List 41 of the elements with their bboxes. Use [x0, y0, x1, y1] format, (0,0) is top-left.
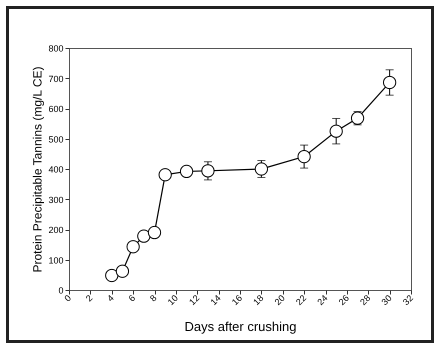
- y-tick-label: 100: [48, 255, 64, 266]
- point: [350, 112, 364, 125]
- x-tick-label: 32: [400, 292, 416, 308]
- y-tick-label: 300: [48, 194, 64, 205]
- x-tick-label: 2: [84, 292, 94, 304]
- x-tick-label: 0: [62, 292, 74, 304]
- point: [383, 76, 396, 90]
- point: [330, 124, 343, 138]
- point: [201, 164, 215, 178]
- x-tick-label: 8: [148, 292, 159, 304]
- x-axis-title: Days after crushing: [184, 319, 296, 334]
- point: [158, 168, 172, 182]
- x-tick-label: 28: [358, 292, 372, 308]
- point: [105, 268, 118, 282]
- point: [180, 164, 194, 178]
- y-tick-label: 200: [48, 225, 64, 235]
- x-tick-label: 20: [272, 292, 287, 308]
- x-tick-label: 14: [208, 292, 223, 308]
- point: [116, 264, 130, 278]
- x-tick-label: 12: [187, 292, 202, 308]
- y-tick-label: 500: [48, 134, 64, 144]
- y-tick-label: 700: [48, 74, 64, 84]
- point: [148, 226, 162, 240]
- x-tick-label: 10: [166, 292, 180, 308]
- y-tick-label: 0: [58, 286, 64, 296]
- y-tick-label: 600: [48, 104, 64, 114]
- point: [137, 230, 150, 243]
- y-axis-title: Protein Precipitable Tannins (mg/L CE): [30, 66, 44, 273]
- x-tick-label: 26: [336, 292, 351, 308]
- x-tick-label: 4: [105, 292, 116, 304]
- y-tick-label: 800: [48, 44, 64, 54]
- point: [298, 150, 311, 164]
- point: [254, 162, 268, 176]
- point: [126, 240, 140, 254]
- x-tick-label: 18: [251, 292, 266, 308]
- y-tick-label: 400: [48, 164, 64, 174]
- x-tick-label: 22: [294, 292, 308, 308]
- x-tick-label: 30: [380, 292, 394, 308]
- x-tick-label: 6: [126, 292, 138, 304]
- x-tick-label: 24: [315, 292, 330, 308]
- x-tick-label: 16: [230, 292, 244, 308]
